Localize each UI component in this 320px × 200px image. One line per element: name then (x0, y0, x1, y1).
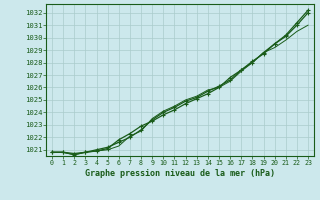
X-axis label: Graphe pression niveau de la mer (hPa): Graphe pression niveau de la mer (hPa) (85, 169, 275, 178)
